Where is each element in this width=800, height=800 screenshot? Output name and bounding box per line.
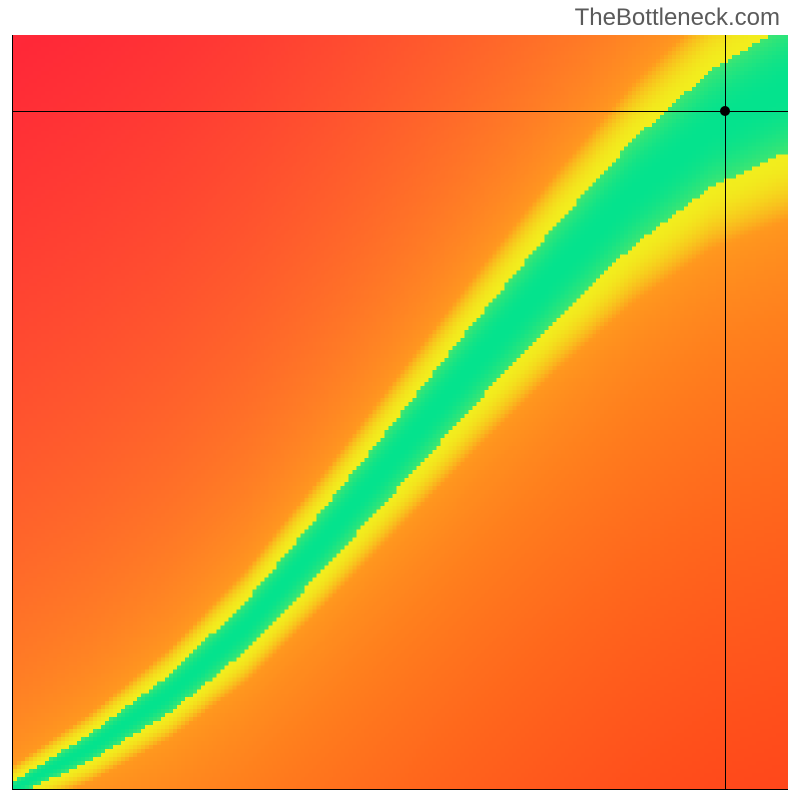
crosshair-horizontal <box>13 111 788 112</box>
bottleneck-heatmap <box>12 35 788 790</box>
crosshair-vertical <box>725 35 726 789</box>
selection-marker <box>720 106 730 116</box>
watermark-text: TheBottleneck.com <box>575 4 780 32</box>
heatmap-canvas <box>13 35 788 789</box>
